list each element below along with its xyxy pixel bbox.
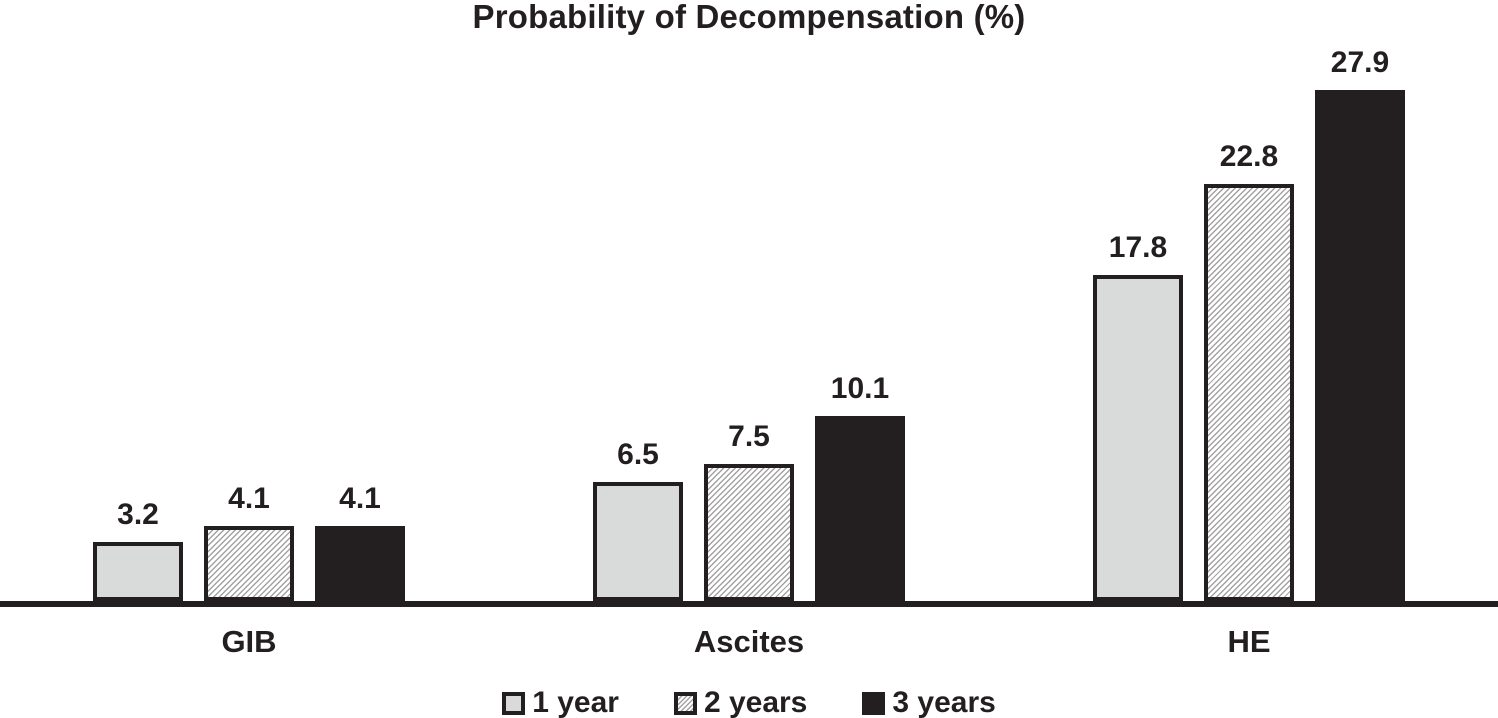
- category-label-ascites: Ascites: [693, 624, 805, 659]
- barcol-he-1-year: 17.8: [1093, 231, 1183, 601]
- category-labels: GIB Ascites HE: [0, 624, 1498, 664]
- legend-label-3-years: 3 years: [892, 686, 996, 718]
- bar-he-3-years: [1315, 90, 1405, 601]
- bar-ascites-1-year: [593, 482, 683, 601]
- bar-gib-1-year: [93, 542, 183, 601]
- legend-swatch-1-year-icon: [502, 691, 526, 715]
- bar-value-label-he-2-years: 22.8: [1219, 140, 1279, 173]
- category-label-he: HE: [1227, 624, 1271, 659]
- legend-swatch-2-years-icon: [673, 691, 697, 715]
- barcol-gib-2-years: 4.1: [204, 482, 294, 601]
- bar-value-label-ascites-3-years: 10.1: [830, 372, 890, 405]
- bar-he-1-year: [1093, 275, 1183, 601]
- legend-label-2-years: 2 years: [703, 686, 808, 718]
- legend: 1 year 2 years 3 years: [0, 686, 1498, 718]
- legend-item-2-years: 2 years: [673, 686, 808, 718]
- barcol-he-2-years: 22.8: [1204, 140, 1294, 601]
- bar-gib-2-years: [204, 526, 294, 601]
- bar-ascites-3-years: [815, 416, 905, 601]
- bar-value-label-he-1-year: 17.8: [1108, 231, 1168, 264]
- barcol-gib-1-year: 3.2: [93, 498, 183, 601]
- legend-label-1-year: 1 year: [532, 686, 619, 718]
- x-axis-line: [0, 601, 1498, 607]
- bar-value-label-gib-2-years: 4.1: [228, 482, 270, 515]
- legend-swatch-3-years-icon: [862, 691, 886, 715]
- bar-value-label-gib-3-years: 4.1: [339, 482, 381, 515]
- barcol-ascites-2-years: 7.5: [704, 420, 794, 601]
- bar-ascites-2-years: [704, 464, 794, 601]
- barcol-ascites-3-years: 10.1: [815, 372, 905, 601]
- chart-title: Probability of Decompensation (%): [472, 0, 1026, 35]
- bar-group-he: 17.8 22.8 27.9: [1093, 46, 1405, 601]
- legend-item-3-years: 3 years: [862, 686, 996, 718]
- barcol-he-3-years: 27.9: [1315, 46, 1405, 601]
- category-label-gib: GIB: [221, 624, 277, 659]
- legend-item-1-year: 1 year: [502, 686, 619, 718]
- barcol-ascites-1-year: 6.5: [593, 438, 683, 601]
- bar-value-label-he-3-years: 27.9: [1330, 46, 1390, 79]
- barcol-gib-3-years: 4.1: [315, 482, 405, 601]
- bar-gib-3-years: [315, 526, 405, 601]
- bar-group-ascites: 6.5 7.5 10.1: [593, 372, 905, 601]
- bar-value-label-gib-1-year: 3.2: [117, 498, 159, 531]
- bar-value-label-ascites-1-year: 6.5: [617, 438, 659, 471]
- bar-he-2-years: [1204, 184, 1294, 601]
- bar-group-gib: 3.2 4.1 4.1: [93, 482, 405, 601]
- bar-value-label-ascites-2-years: 7.5: [728, 420, 770, 453]
